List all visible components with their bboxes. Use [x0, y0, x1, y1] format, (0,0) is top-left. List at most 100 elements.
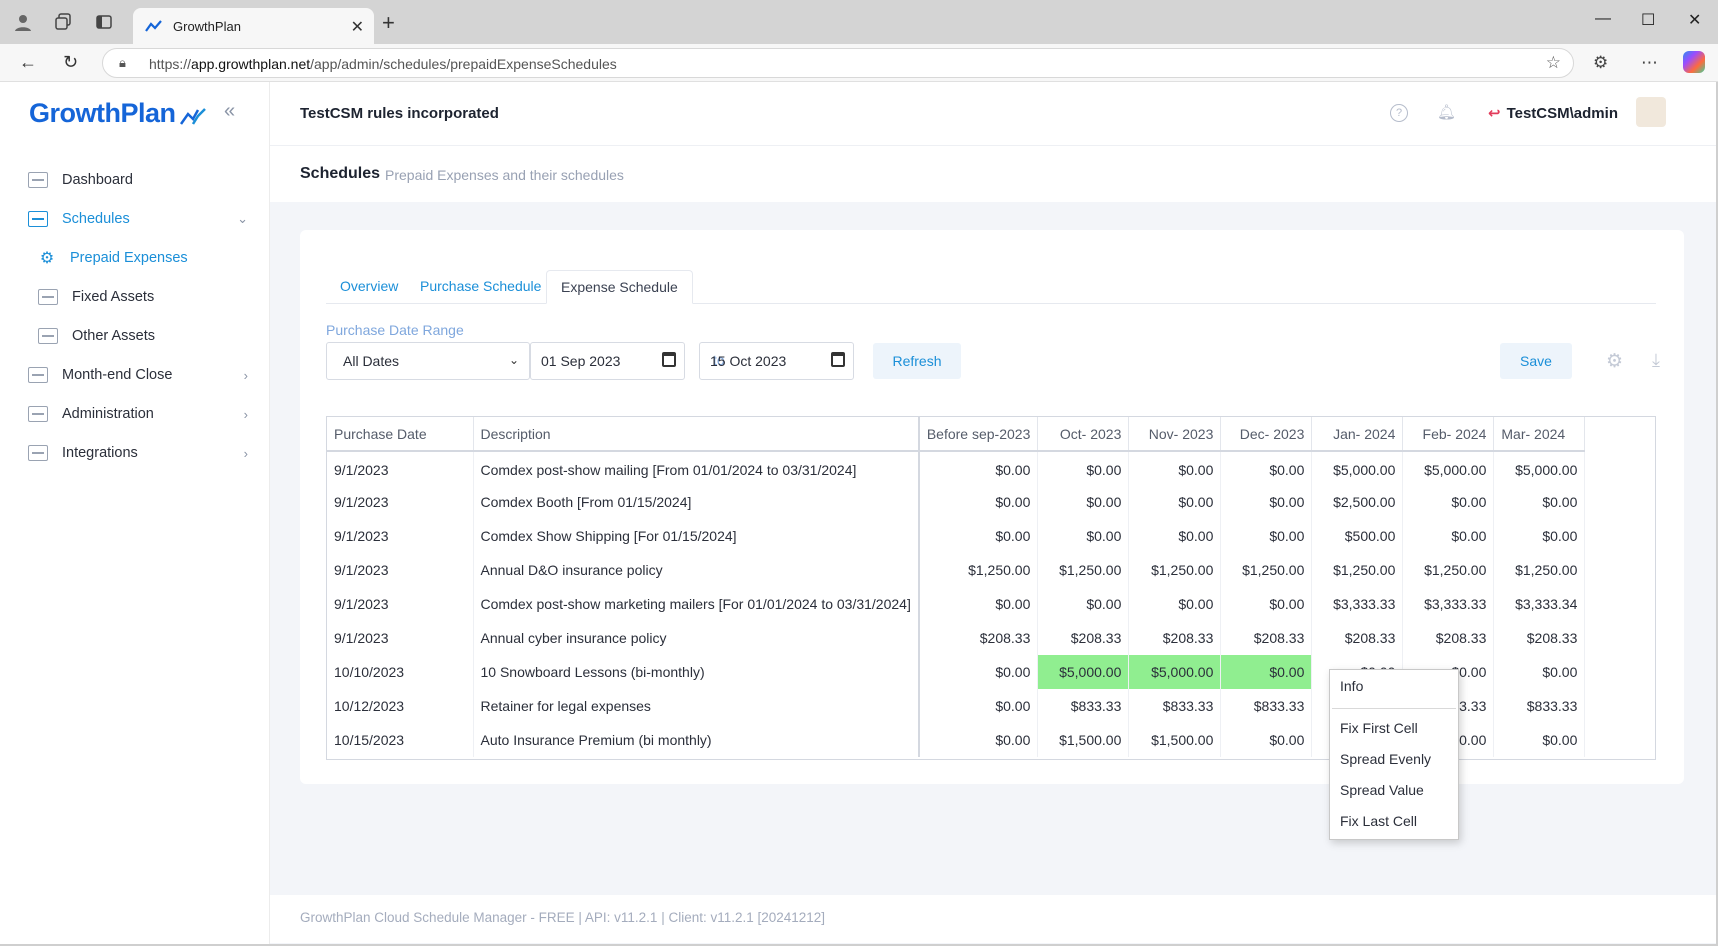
profile-icon[interactable]	[12, 11, 34, 33]
bell-icon[interactable]: 🔔︎	[1437, 104, 1457, 121]
amount-cell[interactable]: $208.33	[1128, 621, 1222, 655]
amount-cell[interactable]: $208.33	[1493, 621, 1586, 655]
table-row[interactable]: 9/1/2023 Comdex post-show mailing [From 0…	[327, 451, 1586, 485]
column-header[interactable]: Oct- 2023	[1037, 417, 1130, 452]
tab-purchase-schedule[interactable]: Purchase Schedule	[420, 278, 542, 294]
amount-cell[interactable]: $0.00	[1402, 519, 1495, 553]
amount-cell[interactable]: $3,333.33	[1311, 587, 1404, 621]
amount-cell[interactable]: $208.33	[1037, 621, 1130, 655]
sidebar-item-prepaid-expenses[interactable]: ⚙ Prepaid Expenses	[38, 246, 258, 270]
menu-item-spread-evenly[interactable]: Spread Evenly	[1340, 751, 1432, 767]
amount-cell[interactable]: $0.00	[1220, 485, 1313, 519]
sidebar-item-administration[interactable]: Administration ›	[28, 402, 248, 426]
amount-cell[interactable]: $208.33	[1311, 621, 1404, 655]
browser-tab[interactable]: GrowthPlan ✕	[133, 8, 374, 44]
amount-cell[interactable]: $1,250.00	[1037, 553, 1130, 587]
amount-cell[interactable]: $0.00	[1037, 587, 1130, 621]
amount-cell[interactable]: $208.33	[1402, 621, 1495, 655]
sidebar-item-dashboard[interactable]: Dashboard	[28, 168, 248, 192]
amount-cell[interactable]: $0.00	[1128, 519, 1222, 553]
amount-cell[interactable]: $1,250.00	[1128, 553, 1222, 587]
amount-cell[interactable]: $0.00	[918, 689, 1039, 723]
amount-cell[interactable]: $1,500.00	[1128, 723, 1222, 757]
site-info-icon[interactable]: 🔒︎	[119, 55, 126, 70]
sidebar-item-other-assets[interactable]: Other Assets	[38, 324, 258, 348]
amount-cell[interactable]: $1,250.00	[1311, 553, 1404, 587]
menu-item-fix-first-cell[interactable]: Fix First Cell	[1340, 720, 1418, 736]
amount-cell[interactable]: $2,500.00	[1311, 485, 1404, 519]
calendar-icon[interactable]	[831, 352, 845, 367]
amount-cell[interactable]: $0.00	[918, 451, 1039, 485]
more-menu-icon[interactable]: ⋯	[1641, 53, 1658, 72]
column-header[interactable]: Mar- 2024	[1493, 417, 1586, 452]
amount-cell[interactable]: $3,333.34	[1493, 587, 1586, 621]
amount-cell[interactable]: $833.33	[1220, 689, 1313, 723]
tab-actions-icon[interactable]	[93, 11, 115, 33]
amount-cell[interactable]: $0.00	[1128, 587, 1222, 621]
amount-cell[interactable]: $0.00	[1037, 451, 1130, 485]
start-date-input[interactable]: 01 Sep 2023	[530, 342, 685, 380]
amount-cell[interactable]: $5,000.00	[1402, 451, 1495, 485]
sidebar-item-integrations[interactable]: Integrations ›	[28, 441, 248, 465]
amount-cell[interactable]: $0.00	[1037, 519, 1130, 553]
user-menu[interactable]: ↩ TestCSM\admin	[1488, 104, 1618, 122]
amount-cell[interactable]: $208.33	[1220, 621, 1313, 655]
amount-cell[interactable]: $0.00	[1128, 451, 1222, 485]
back-icon[interactable]: ←	[19, 52, 37, 72]
avatar[interactable]	[1636, 97, 1666, 127]
amount-cell[interactable]: $0.00	[1402, 485, 1495, 519]
amount-cell[interactable]: $1,250.00	[1220, 553, 1313, 587]
amount-cell[interactable]: $5,000.00	[1311, 451, 1404, 485]
column-header[interactable]: Jan- 2024	[1311, 417, 1404, 452]
amount-cell[interactable]: $0.00	[1493, 485, 1586, 519]
amount-cell[interactable]: $0.00	[918, 655, 1039, 689]
download-icon[interactable]: ⤓	[1652, 350, 1660, 370]
column-header[interactable]: Purchase Date	[327, 417, 474, 452]
app-logo[interactable]: GrowthPlan	[29, 98, 176, 128]
amount-cell[interactable]: $1,500.00	[1037, 723, 1130, 757]
column-header[interactable]: Description	[473, 417, 920, 452]
amount-cell[interactable]: $0.00	[1220, 451, 1313, 485]
menu-item-spread-value[interactable]: Spread Value	[1340, 782, 1424, 798]
refresh-button[interactable]: Refresh	[873, 343, 961, 379]
table-row[interactable]: 9/1/2023 Comdex Booth [From 01/15/2024] $0…	[327, 485, 1586, 519]
address-bar[interactable]: 🔒︎ https://app.growthplan.net/app/admin/…	[102, 48, 1574, 78]
amount-cell[interactable]: $0.00	[1128, 485, 1222, 519]
amount-cell[interactable]: $0.00	[1220, 587, 1313, 621]
amount-cell[interactable]: $0.00	[918, 485, 1039, 519]
end-date-input[interactable]: 15 Oct 2023	[699, 342, 854, 380]
column-header[interactable]: Nov- 2023	[1128, 417, 1222, 452]
amount-cell[interactable]: $833.33	[1493, 689, 1586, 723]
amount-cell[interactable]: $0.00	[1220, 519, 1313, 553]
favorite-star-icon[interactable]: ☆	[1545, 53, 1561, 72]
amount-cell[interactable]: $0.00	[918, 723, 1039, 757]
amount-cell[interactable]: $3,333.33	[1402, 587, 1495, 621]
menu-item-info[interactable]: Info	[1340, 678, 1364, 694]
table-row[interactable]: 9/1/2023 Annual D&O insurance policy $1,25…	[327, 553, 1586, 587]
amount-cell[interactable]: $0.00	[1493, 655, 1586, 689]
tab-overview[interactable]: Overview	[340, 278, 399, 294]
sidebar-item-schedules[interactable]: Schedules ⌄	[28, 207, 248, 231]
save-button[interactable]: Save	[1500, 343, 1572, 379]
settings-gear-icon[interactable]: ⚙	[1606, 351, 1624, 372]
menu-item-fix-last-cell[interactable]: Fix Last Cell	[1340, 813, 1418, 829]
minimize-icon[interactable]: —	[1595, 10, 1611, 27]
table-row[interactable]: 9/1/2023 Comdex Show Shipping [For 01/15/…	[327, 519, 1586, 553]
amount-cell[interactable]: $1,250.00	[1493, 553, 1586, 587]
workspaces-icon[interactable]	[52, 11, 74, 33]
table-row[interactable]: 9/1/2023 Annual cyber insurance policy $20…	[327, 621, 1586, 655]
maximize-icon[interactable]: ☐	[1641, 12, 1656, 29]
close-window-icon[interactable]: ✕	[1688, 12, 1702, 29]
column-header[interactable]: Dec- 2023	[1220, 417, 1313, 452]
amount-cell[interactable]: $5,000.00	[1128, 655, 1222, 689]
close-tab-icon[interactable]: ✕	[350, 19, 364, 36]
help-icon[interactable]: ?	[1390, 104, 1408, 122]
amount-cell[interactable]: $500.00	[1311, 519, 1404, 553]
tab-expense-schedule[interactable]: Expense Schedule	[546, 270, 693, 304]
amount-cell[interactable]: $0.00	[1037, 485, 1130, 519]
extensions-icon[interactable]: ⚙	[1593, 53, 1609, 72]
amount-cell[interactable]: $0.00	[1493, 723, 1586, 757]
reload-icon[interactable]: ↻	[63, 52, 79, 72]
column-header[interactable]: Before sep-2023	[918, 417, 1039, 452]
copilot-icon[interactable]	[1683, 51, 1705, 73]
